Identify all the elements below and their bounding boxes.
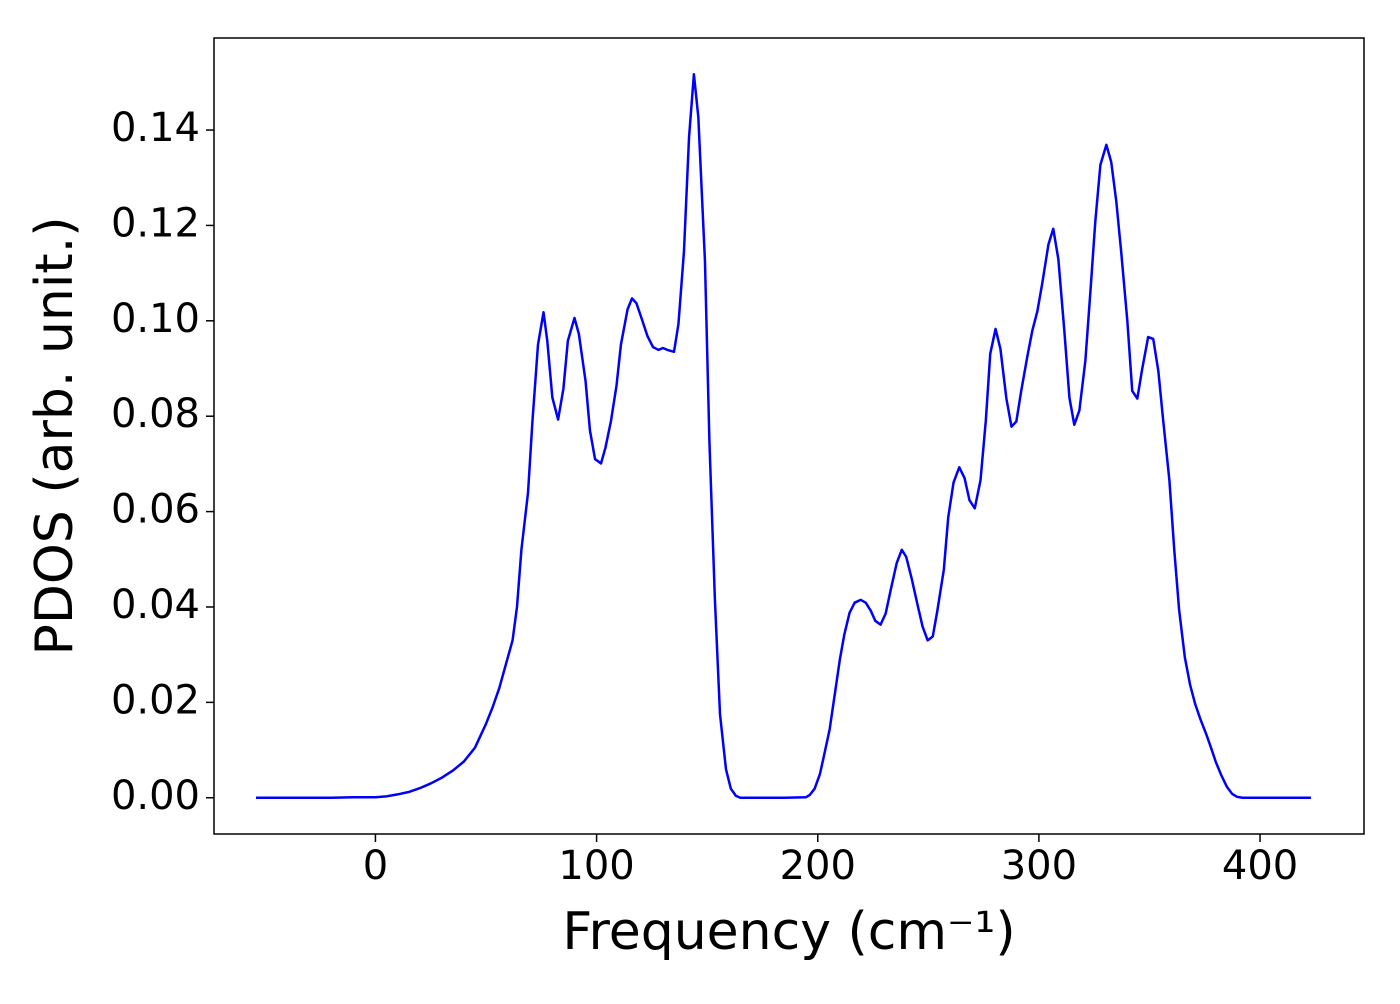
x-tick-label: 300	[1001, 843, 1077, 889]
y-tick-label: 0.06	[111, 487, 200, 533]
y-tick-label: 0.10	[111, 296, 200, 342]
y-tick-label: 0.08	[111, 391, 200, 437]
data-line	[256, 72, 1311, 800]
y-tick-label: 0.00	[111, 773, 200, 819]
x-tick-label: 400	[1222, 843, 1298, 889]
y-tick-label: 0.02	[111, 677, 200, 723]
x-axis-label: Frequency (cm⁻¹)	[562, 902, 1015, 962]
x-tick-label: 100	[558, 843, 634, 889]
plot-frame	[213, 37, 1365, 835]
x-tick-label: 0	[363, 843, 388, 889]
x-tick-label: 200	[780, 843, 856, 889]
y-tick-label: 0.04	[111, 582, 200, 628]
y-tick-label: 0.12	[111, 200, 200, 246]
y-tick-label: 0.14	[111, 105, 200, 151]
y-axis-label: PDOS (arb. unit.)	[25, 216, 85, 655]
